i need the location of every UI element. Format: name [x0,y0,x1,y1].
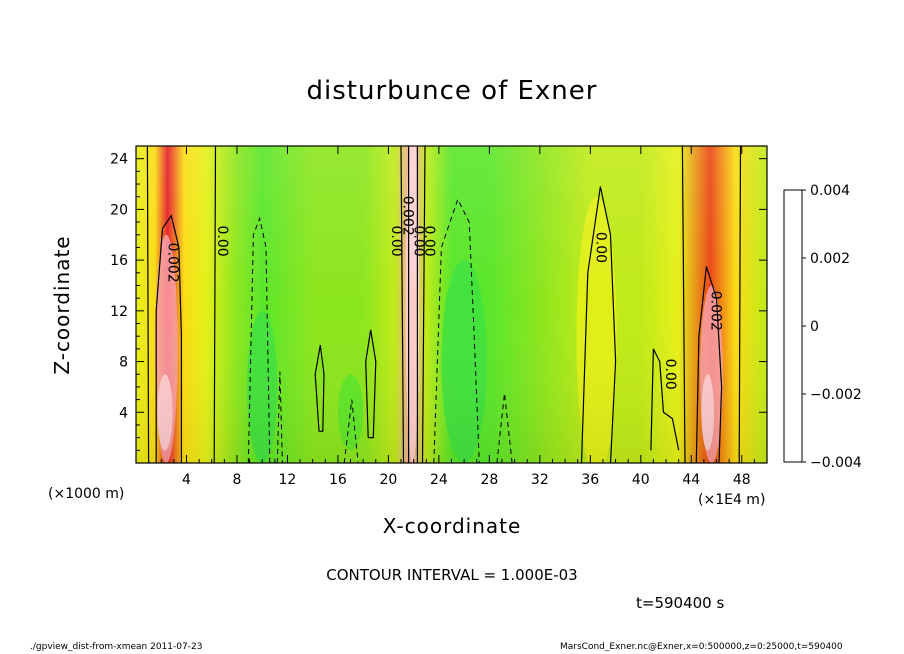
y-tick-label: 4 [119,405,128,421]
field-anomaly [409,146,419,286]
colorbar-tick-label: −0.004 [810,455,862,471]
time-label: t=590400 s [636,594,725,612]
y-tick-label: 24 [110,152,128,168]
contour-line [213,146,217,463]
contour-line-negative [343,399,359,463]
contour-label: 0.00 [214,226,230,257]
field-background [136,146,767,463]
y-tick-label: 16 [110,253,128,269]
contour-label: 0.00 [662,359,678,390]
field-anomaly [337,374,364,451]
x-tick-label: 28 [480,472,498,488]
contour-label: 0.002 [707,291,723,331]
x-tick-label: 8 [232,472,241,488]
chart-title: disturbunce of Exner [306,76,598,106]
x-tick-label: 4 [182,472,191,488]
plot-frame [135,145,768,464]
field-anomaly [441,260,487,463]
x-tick-label: 40 [632,472,650,488]
y-tick-label: 8 [119,355,128,371]
x-tick-label: 44 [682,472,700,488]
contour-interval-text: CONTOUR INTERVAL = 1.000E-03 [326,566,578,584]
contour-line [421,146,426,463]
x-tick-label: 36 [581,472,599,488]
y-tick-label: 12 [110,304,128,320]
x-tick-label: 32 [531,472,549,488]
colorbar-frame [783,189,803,463]
x-tick-label: 12 [279,472,297,488]
contour-label: 0.002 [165,243,181,283]
colorbar-tick-label: 0 [810,319,819,335]
x-axis-unit-right: (×1E4 m) [698,492,766,508]
contour-line [681,146,686,463]
contour-line [365,329,377,439]
contour-label: 0.002 [399,196,415,236]
x-axis-unit-left: (×1000 m) [48,486,125,502]
field-anomaly [405,146,420,463]
contour-line-negative [433,198,480,463]
colorbar-tick-label: 0.004 [810,183,850,199]
contour-label: 0.00 [421,226,437,257]
field-anomaly [154,234,178,463]
contour-line-negative [496,393,513,463]
contour-label: 0.00 [388,226,404,257]
contour-label: 0.00 [411,226,427,257]
contour-line [155,214,182,463]
contour-line-negative [276,371,283,463]
contour-line [580,186,617,463]
contour-line-negative [247,216,271,463]
x-axis-label: X-coordinate [382,514,522,538]
colorbar-tick-label: 0.002 [810,251,850,267]
x-tick-label: 24 [430,472,448,488]
x-tick-label: 16 [329,472,347,488]
x-tick-label: 48 [733,472,751,488]
field-anomaly [247,310,278,463]
contour-line [146,146,150,463]
contour-line [400,146,405,463]
contour-line [695,266,723,463]
contour-line [314,344,325,432]
y-axis-label: Z-coordinate [50,235,74,375]
field-anomaly [701,374,714,451]
footer-script-name: ./gpview_dist-from-xmean 2011-07-23 [30,642,203,652]
field-anomaly [700,285,723,463]
field-anomaly [576,196,617,463]
footer-data-source: MarsCond_Exner.nc@Exner,x=0:500000,z=0:2… [560,642,843,652]
y-tick-label: 20 [110,202,128,218]
field-anomaly [157,374,173,451]
contour-label: 0.00 [592,232,608,263]
x-tick-label: 20 [379,472,397,488]
contour-line [650,348,680,451]
contour-line [738,146,742,463]
colorbar-tick-label: −0.002 [810,387,862,403]
